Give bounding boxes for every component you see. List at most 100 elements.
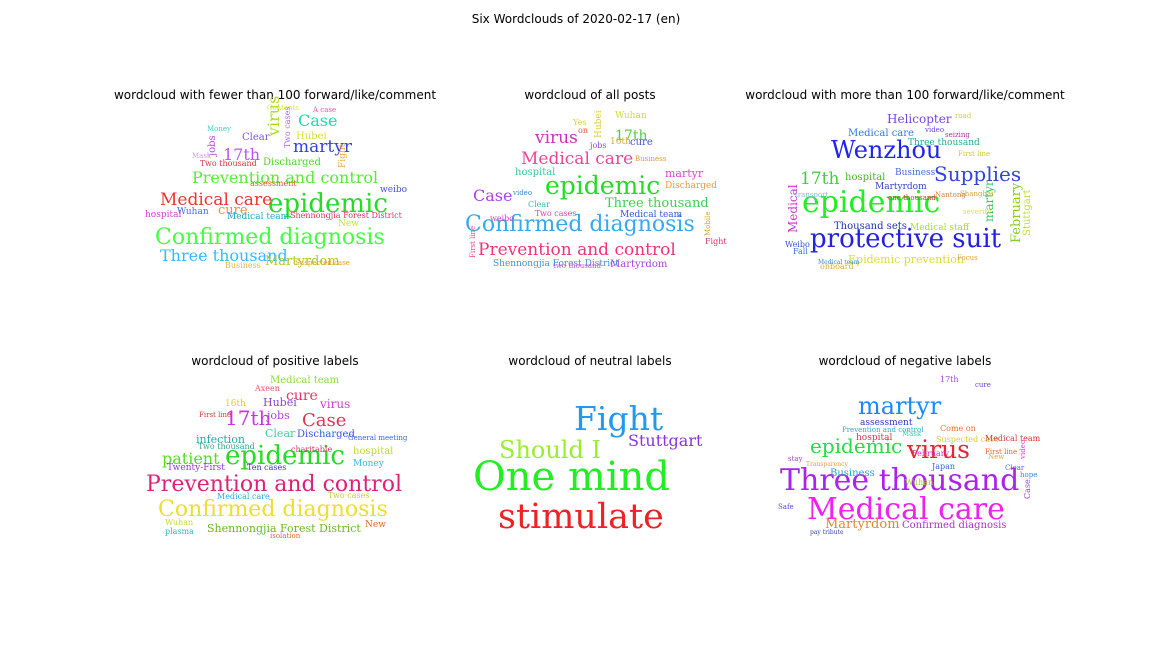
panel-title: wordcloud with more than 100 forward/lik… (745, 88, 1065, 102)
cloud-word: Thousand sets (834, 221, 907, 232)
cloud-word: charitable (291, 445, 332, 454)
cloud-word: Confirmed diagnosis (158, 497, 388, 522)
wordcloud-panel-more: wordcloud with more than 100 forward/lik… (740, 88, 1070, 288)
cloud-word: Prevention and control (192, 168, 378, 187)
cloud-word: Shanghai (960, 190, 994, 198)
cloud-word: Case (473, 186, 512, 205)
cloud-word: Three thousand (160, 246, 288, 265)
cloud-word: Medical team (985, 434, 1041, 443)
cloud-word: Martyrdom (825, 517, 900, 532)
cloud-word: on (578, 126, 588, 135)
cloud-word: February (912, 449, 950, 458)
cloud-word: Three thousand (605, 196, 709, 211)
cloud-word: 16th (225, 399, 246, 409)
cloud-word: Discharged (297, 429, 355, 440)
cloud-word: Money (207, 125, 231, 133)
cloud-word: Fight (705, 237, 727, 246)
cloud-word: Prevention and control (478, 240, 676, 260)
cloud-word: Confirmed diagnosis (902, 520, 1006, 531)
cloud-word: protective suit (810, 224, 1002, 254)
cloud-word: Medical (786, 184, 800, 233)
cloud-word: New (988, 453, 1004, 461)
cloud-word: seizing (945, 131, 970, 139)
panel-title: wordcloud of negative labels (818, 354, 992, 368)
cloud-word: Martyrdom (875, 182, 927, 192)
cloud-word: plasma (165, 527, 194, 536)
cloud-word: isolation (270, 532, 301, 540)
cloud-word: assessment (250, 179, 297, 188)
cloud-word: Wuhan (615, 111, 647, 121)
cloud-word: Confirmed diagnosis (155, 225, 385, 250)
cloud-word: Stuttgart (1022, 189, 1033, 236)
cloud-word: Clear (242, 132, 270, 143)
cloud-word: Focus (957, 254, 978, 262)
cloud-word: video (512, 189, 532, 197)
cloud-word: Medical care (807, 492, 1005, 527)
cloud-word: Fall (793, 247, 808, 256)
cloud-word: Medical team (620, 210, 683, 220)
cloud-word: martyr (665, 167, 704, 180)
wordcloud-panel-all: wordcloud of all posts Confirmed diagnos… (425, 88, 755, 288)
cloud-word: Business (895, 168, 936, 178)
cloud-word: Stuttgart (628, 431, 703, 450)
cloud-word: video (1019, 440, 1027, 460)
cloud-word: 17th (800, 169, 839, 189)
cloud-word: General meeting (348, 434, 408, 442)
cloud-word: Money (353, 459, 385, 469)
cloud-word: First line (469, 226, 477, 258)
cloud-word: video (924, 126, 944, 134)
cloud-word: hospital (845, 172, 885, 183)
cloud-word: hope (1020, 471, 1037, 479)
cloud-word: Two cases (328, 491, 369, 500)
cloud-word: Medical care (521, 149, 633, 169)
cloud-word: hospital (145, 210, 181, 220)
cloud-word: Two cases (283, 107, 292, 148)
cloud-word: hospital (515, 167, 555, 178)
cloud-word: cure (286, 388, 318, 404)
cloud-word: Axeen (254, 384, 280, 393)
cloud-word: patient (162, 449, 220, 468)
cloud-word: martyr (982, 180, 996, 222)
cloud-word: Business (830, 468, 875, 479)
cloud-word: Shennongjia Forest District (207, 522, 361, 535)
cloud-word: Transparency (806, 461, 848, 468)
cloud-word: Shennongjia Forest District (493, 259, 619, 269)
cloud-word: Ten cases (247, 463, 286, 472)
cloud-word: Japan (931, 462, 955, 471)
cloud-word: New (365, 520, 386, 530)
cloud-word: stay (788, 455, 803, 463)
cloud-word: One mind (473, 454, 670, 500)
panel-title: wordcloud of neutral labels (508, 354, 672, 368)
cloud-word: Fight (338, 143, 348, 168)
cloud-word: Safe (778, 503, 794, 511)
cloud-word: assessment (860, 418, 913, 428)
cloud-word: Medical team (227, 212, 290, 222)
cloud-word: Mask (902, 430, 922, 438)
cloud-word: Two cases (535, 209, 576, 218)
cloud-word: jobs (589, 141, 607, 150)
panel-title: wordcloud of all posts (524, 88, 656, 102)
cloud-word: Clear (528, 200, 550, 209)
cloud-word: Contents (267, 104, 299, 112)
cloud-word: Medical care (848, 128, 914, 139)
cloud-word: Medical care (160, 190, 272, 210)
cloud-word: Suspected case (936, 435, 999, 444)
cloud-word: 17th (615, 128, 647, 144)
cloud-word: onboard (820, 262, 854, 271)
cloud-word: Martyrdom (610, 259, 668, 270)
cloud-word: Case (1023, 479, 1032, 499)
cloud-word: Two thousand (198, 442, 255, 451)
cloud-word: Yes (572, 118, 586, 127)
cloud-word: New (338, 219, 359, 229)
cloud-word: Clear (1005, 464, 1025, 472)
cloud-word: Business (635, 155, 667, 163)
cloud-word: Three thousand (908, 138, 980, 148)
cloud-word: Business (225, 261, 261, 270)
figure-title: Six Wordclouds of 2020-02-17 (en) (471, 12, 681, 26)
cloud-word: 17th (225, 406, 271, 430)
cloud-word: Hubei (594, 110, 604, 138)
cloud-word: Twenty-First (167, 463, 225, 473)
cloud-word: cure (975, 381, 991, 389)
